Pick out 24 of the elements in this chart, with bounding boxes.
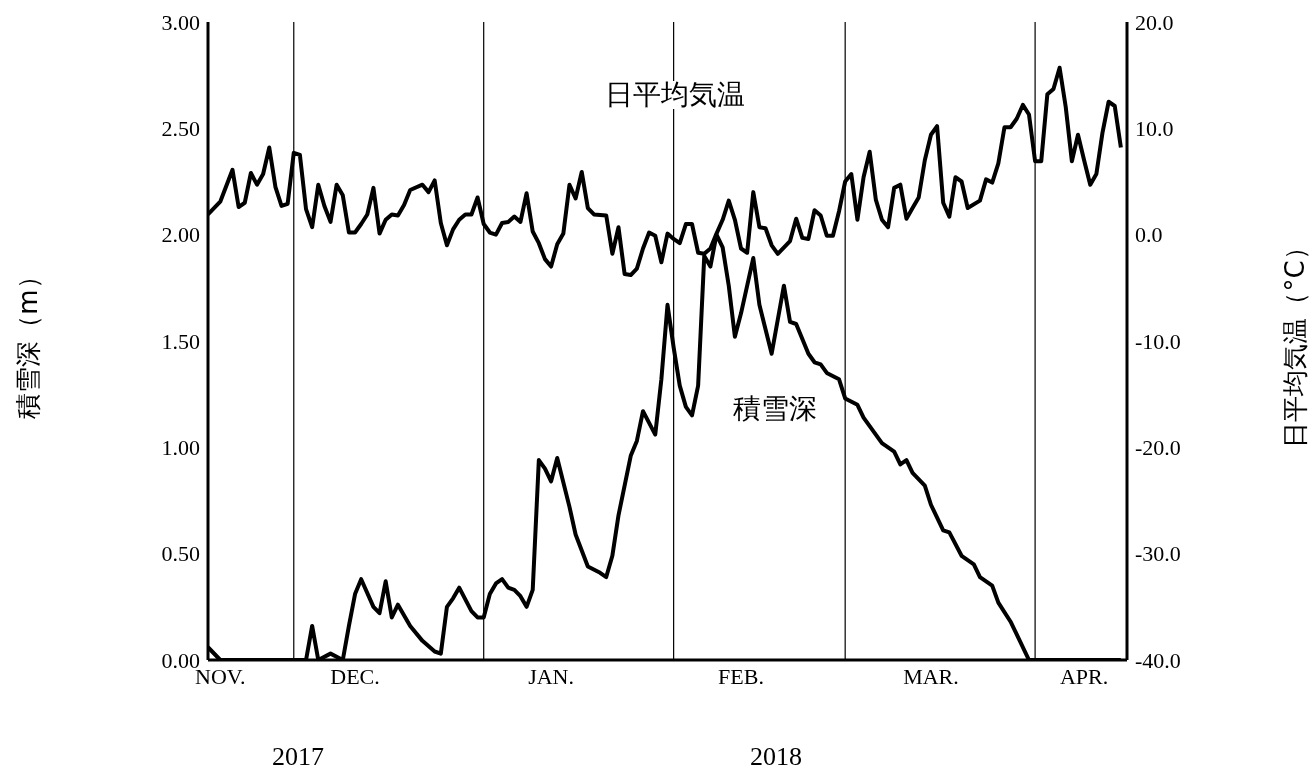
x-tick-label: FEB. [718,663,764,689]
x-tick-label: APR. [1059,663,1109,689]
y-tick-label: 3.00 [161,9,200,35]
y2-tick-label: -30.0 [1135,541,1181,567]
y-axis-title: 積雪深（m） [13,263,44,419]
text: 2017 [272,742,325,772]
y2-tick-label: 20.0 [1135,9,1174,35]
y2-axis-title: 日平均気温（°C） [1280,234,1311,448]
text: 2018 [749,742,802,772]
y-tick-label: 1.50 [161,328,200,354]
text: 日平均気温 [604,78,745,112]
y2-tick-label: -20.0 [1135,435,1181,461]
y-tick-label: 2.00 [161,222,200,248]
y2-tick-label: 0.0 [1135,222,1163,248]
y-tick-label: 0.50 [161,541,200,567]
y-tick-label: 2.50 [161,116,200,142]
x-tick-label: JAN. [528,663,575,689]
series-label: 積雪深 [733,392,818,426]
y-tick-label: 1.00 [161,435,200,461]
y2-tick-label: -10.0 [1135,328,1181,354]
x-tick-label: MAR. [903,663,959,689]
x-tick-label: DEC. [330,663,380,689]
y2-tick-label: -40.0 [1135,647,1181,673]
y2-tick-label: 10.0 [1135,116,1174,142]
